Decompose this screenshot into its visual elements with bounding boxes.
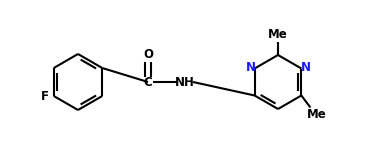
Text: N: N xyxy=(300,61,310,74)
Text: O: O xyxy=(143,48,153,61)
Text: NH: NH xyxy=(175,76,195,88)
Text: Me: Me xyxy=(268,29,288,42)
Text: C: C xyxy=(144,76,153,88)
Text: Me: Me xyxy=(307,108,326,121)
Text: N: N xyxy=(245,61,256,74)
Text: F: F xyxy=(41,89,49,102)
